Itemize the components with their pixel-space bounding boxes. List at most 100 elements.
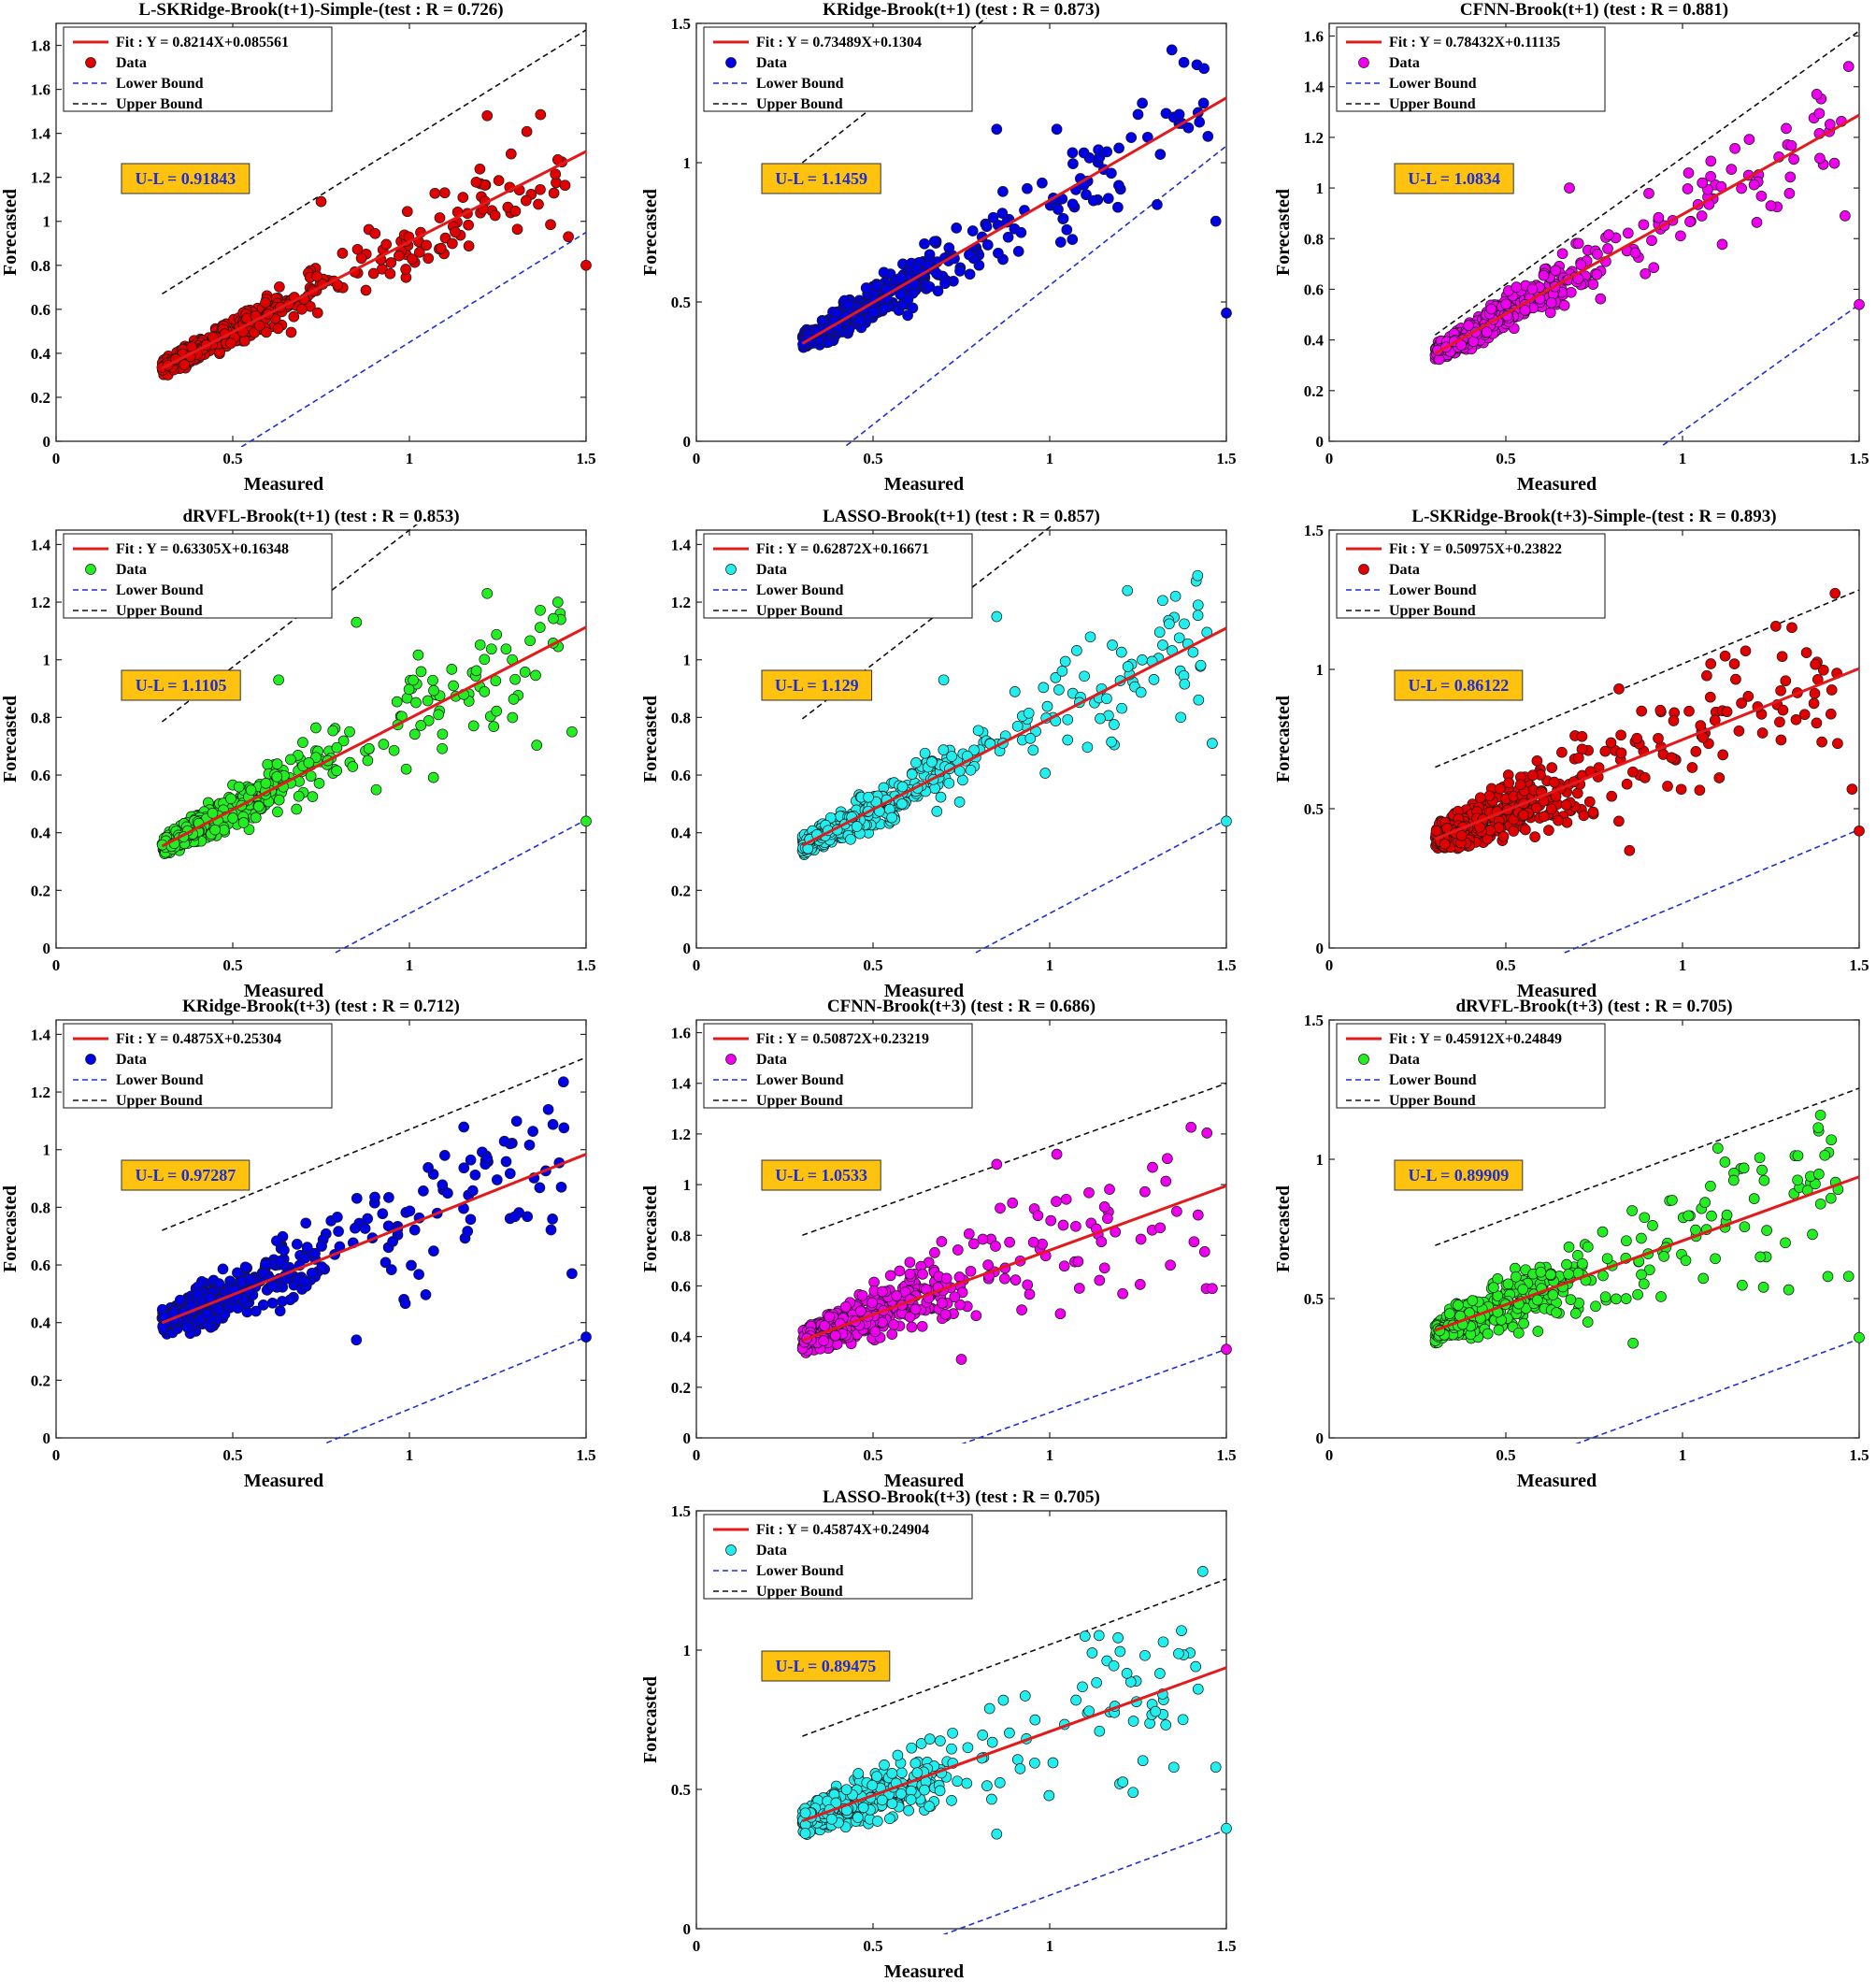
data-point <box>1532 755 1542 766</box>
data-point <box>1107 737 1117 747</box>
data-point <box>1789 154 1799 165</box>
data-point <box>548 1119 558 1129</box>
data-point <box>965 269 975 280</box>
data-point <box>1579 811 1589 821</box>
data-point <box>1813 1123 1824 1133</box>
data-point <box>988 212 998 223</box>
data-point <box>1126 133 1137 143</box>
data-point <box>1074 1284 1084 1294</box>
data-point <box>505 1169 515 1179</box>
data-point <box>1196 660 1206 670</box>
data-point <box>1439 839 1450 849</box>
data-point <box>1829 158 1840 168</box>
data-point <box>1135 1279 1145 1289</box>
x-tick-label: 1 <box>1679 1446 1687 1464</box>
data-point <box>1067 199 1078 209</box>
y-tick-label: 1.4 <box>671 1075 692 1093</box>
data-point <box>408 675 419 685</box>
data-point <box>1067 159 1078 169</box>
data-point <box>1195 117 1205 127</box>
data-point <box>966 1266 976 1276</box>
data-point <box>411 697 422 708</box>
data-point <box>423 253 434 264</box>
data-point <box>1052 1197 1062 1207</box>
x-tick-label: 1.5 <box>576 450 595 467</box>
legend-data-swatch <box>1359 565 1369 575</box>
data-point <box>1696 721 1706 731</box>
chart-title: L-SKRidge-Brook(t+3)-Simple-(test : R = … <box>1411 507 1776 526</box>
data-point <box>1847 784 1857 795</box>
data-point <box>1573 753 1583 763</box>
data-point <box>316 196 326 207</box>
y-tick-label: 1.5 <box>1304 522 1324 539</box>
legend-label: Upper Bound <box>116 1093 203 1109</box>
data-point <box>1776 735 1786 745</box>
data-point <box>520 667 530 677</box>
data-point <box>964 250 974 260</box>
data-point <box>1700 1198 1711 1208</box>
ul-annotation: U-L = 0.91843 <box>122 164 250 194</box>
data-point <box>1149 674 1159 684</box>
y-tick-label: 1 <box>1316 661 1325 679</box>
data-point <box>546 220 556 230</box>
data-point <box>272 807 282 817</box>
data-point <box>1102 1214 1112 1224</box>
data-point <box>1632 733 1642 743</box>
data-point <box>1067 148 1078 158</box>
data-point <box>824 1312 835 1322</box>
data-point <box>1546 297 1556 308</box>
data-point <box>531 670 541 681</box>
data-point <box>416 721 426 731</box>
data-point <box>386 258 396 268</box>
data-point <box>1055 1309 1066 1319</box>
y-tick-label: 1.5 <box>1304 1012 1324 1029</box>
data-point <box>468 721 479 731</box>
data-point <box>895 273 906 283</box>
data-point <box>981 222 992 232</box>
y-tick-label: 1.2 <box>1304 129 1324 147</box>
data-point <box>564 232 574 242</box>
data-point <box>855 1306 866 1316</box>
y-tick-label: 1 <box>1316 1151 1325 1169</box>
y-tick-label: 1.6 <box>671 1025 691 1042</box>
data-point <box>1022 183 1032 194</box>
data-point <box>1468 337 1479 347</box>
data-point <box>1495 783 1505 794</box>
data-point <box>413 650 423 660</box>
data-point <box>1527 770 1538 781</box>
data-point <box>1431 826 1441 836</box>
data-point <box>1010 686 1020 697</box>
data-point <box>245 1274 255 1285</box>
legend-label: Lower Bound <box>756 582 844 598</box>
legend-label: Lower Bound <box>756 76 844 92</box>
y-tick-label: 0.8 <box>31 709 50 726</box>
y-tick-label: 0.4 <box>31 345 51 363</box>
x-tick-label: 0.5 <box>1496 1446 1515 1464</box>
data-point <box>1101 694 1111 704</box>
data-point <box>274 795 284 805</box>
y-tick-label: 1 <box>683 1176 692 1194</box>
data-point <box>414 247 424 257</box>
x-tick-label: 0 <box>693 450 701 467</box>
data-point <box>213 1304 223 1314</box>
x-tick-label: 0 <box>52 956 61 974</box>
data-point <box>1681 1256 1691 1266</box>
data-point <box>895 290 906 300</box>
x-tick-label: 1.5 <box>1216 450 1236 467</box>
data-point <box>1778 705 1788 715</box>
y-tick-label: 0.8 <box>1304 230 1324 248</box>
data-point <box>1855 299 1865 309</box>
data-point <box>234 782 244 792</box>
data-point <box>1625 845 1635 855</box>
data-point <box>1193 600 1203 610</box>
data-point <box>239 336 250 346</box>
scatter-plot-1: L-SKRidge-Brook(t+1)-Simple-(test : R = … <box>5 0 603 496</box>
data-point <box>1714 773 1725 783</box>
data-point <box>929 1247 939 1257</box>
data-point <box>1539 811 1549 822</box>
data-point <box>307 1268 317 1278</box>
data-point <box>887 1329 897 1340</box>
